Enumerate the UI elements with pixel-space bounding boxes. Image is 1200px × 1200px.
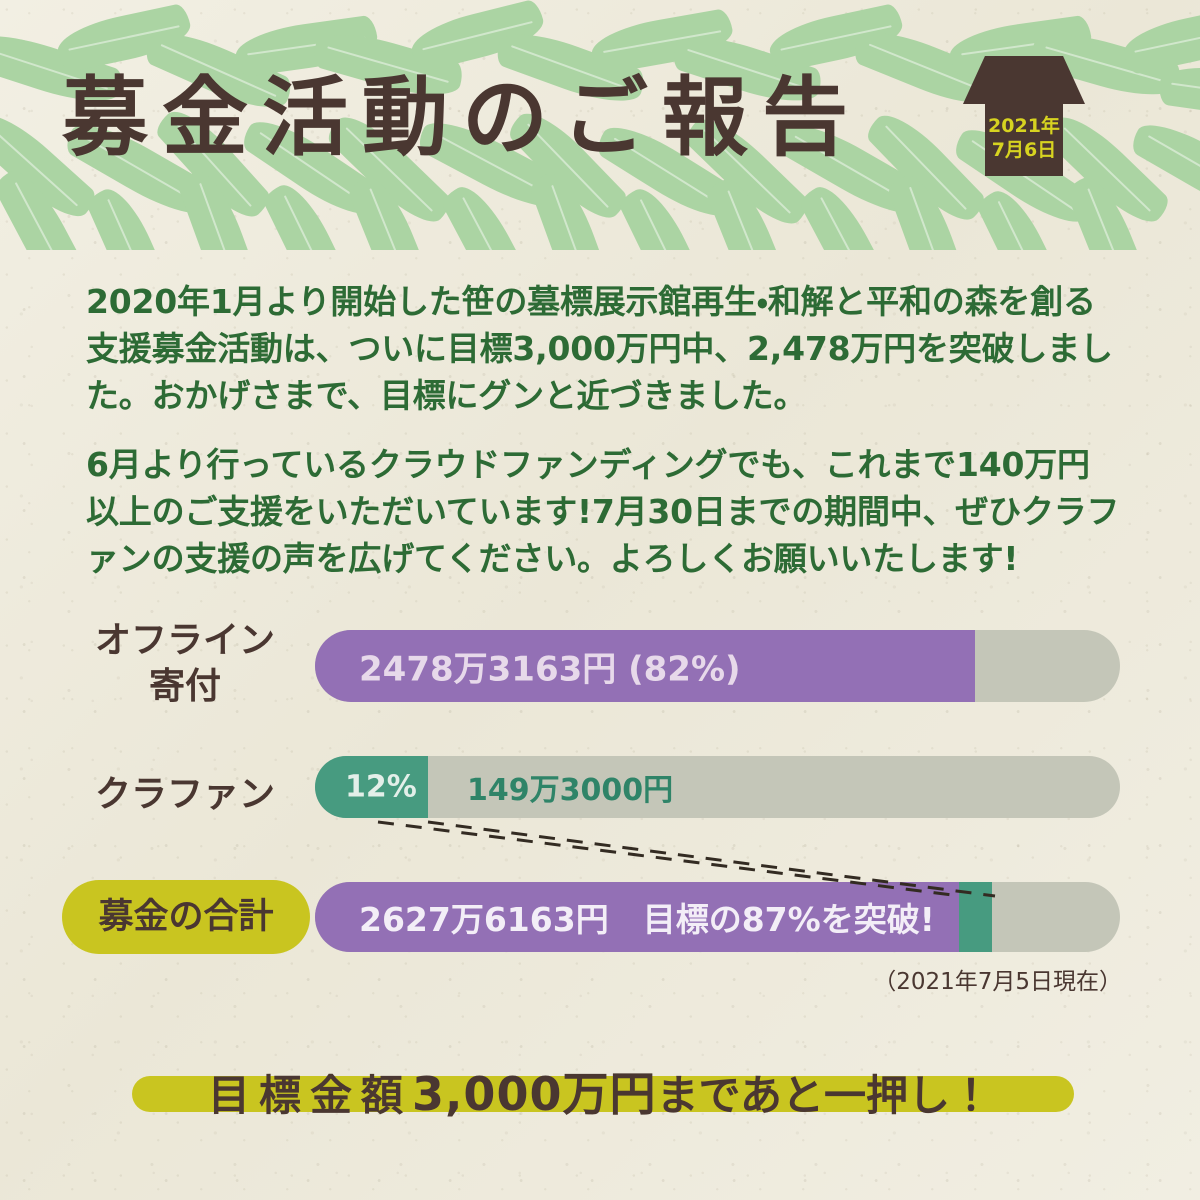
bar-label-total: 募金の合計 — [62, 880, 310, 954]
bar-row-offline: オフライン 寄付 2478万3163円 (82%) — [0, 608, 1200, 718]
bar-track-offline: 2478万3163円 (82%) — [315, 630, 1120, 702]
bar-label-crowdfunding: クラファン — [94, 774, 275, 815]
bamboo-leaf-icon — [974, 182, 1071, 250]
body-copy: 2020年1月より開始した笹の墓標展示館再生・和解と平和の森を創る支援募金活動は… — [86, 278, 1122, 582]
bar-value-offline: 2478万3163円 (82%) — [359, 649, 741, 690]
page-title: 募金活動のご報告 — [62, 68, 862, 168]
bar-value-crowdfunding: 149万3000円 — [467, 773, 674, 808]
date-badge: 2021年 7月6日 — [963, 56, 1085, 176]
donation-bar-chart: オフライン 寄付 2478万3163円 (82%) クラファン 12% 149万… — [0, 608, 1200, 1008]
bar-track-crowdfunding: 12% 149万3000円 — [315, 756, 1120, 818]
date-badge-year: 2021年 — [988, 115, 1060, 137]
banner-highlight-bar — [132, 1076, 1074, 1112]
date-badge-body: 2021年 7月6日 — [985, 100, 1063, 176]
banner-text: 目標金額3,000万円まであと一押し！ — [0, 1056, 1200, 1134]
bamboo-leaf-icon — [438, 177, 541, 250]
bar-value-total-note: 目標の87%を突破! — [642, 900, 935, 939]
footnote-asof-date: （2021年7月5日現在） — [873, 969, 1122, 995]
bar-value-total-amount: 2627万6163円 — [359, 900, 609, 939]
banner-prefix: 目標金額 — [207, 1071, 412, 1120]
bar-row-crowdfunding: クラファン 12% 149万3000円 — [0, 756, 1200, 836]
bar-fill-offline — [315, 630, 976, 702]
bottom-banner: 目標金額3,000万円まであと一押し！ — [0, 1056, 1200, 1132]
bamboo-leaf-icon — [260, 176, 359, 250]
banner-amount: 3,000万円 — [411, 1067, 657, 1121]
bar-track-total: 2627万6163円 目標の87%を突破! — [315, 882, 1120, 952]
bamboo-leaf-icon — [616, 180, 714, 250]
bar-fill-total-crowdfunding — [959, 882, 992, 952]
bar-row-total: 募金の合計 2627万6163円 目標の87%を突破! — [0, 880, 1200, 962]
bar-label-offline-line2: 寄付 — [148, 666, 221, 707]
bar-fill-crowdfunding — [315, 756, 428, 818]
bar-value-total: 2627万6163円 目標の87%を突破! — [359, 893, 935, 941]
bamboo-leaf-icon — [83, 181, 176, 250]
house-roof-icon — [963, 56, 1085, 104]
bar-label-offline-line1: オフライン — [94, 620, 275, 661]
bar-percent-crowdfunding: 12% — [345, 769, 417, 805]
bamboo-leaf-icon — [796, 177, 899, 250]
body-paragraph-2: 6月より行っているクラウドファンディングでも、これまで140万円以上のご支援をい… — [86, 445, 1120, 578]
date-badge-day: 7月6日 — [991, 139, 1057, 161]
bar-label-offline: オフライン 寄付 — [60, 618, 310, 710]
body-paragraph-1: 2020年1月より開始した笹の墓標展示館再生・和解と平和の森を創る支援募金活動は… — [86, 282, 1113, 415]
bamboo-leaf-icon — [703, 171, 798, 250]
title-row: 募金活動のご報告 — [0, 62, 1200, 182]
banner-suffix: まであと一押し！ — [656, 1071, 993, 1120]
